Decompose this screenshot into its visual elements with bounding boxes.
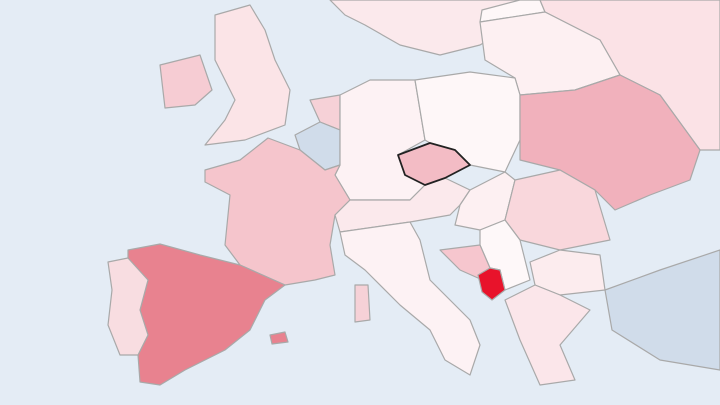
region-poland[interactable]: [414, 71, 521, 173]
region-ireland[interactable]: [159, 54, 213, 109]
region-sardinia[interactable]: [354, 284, 371, 323]
region-greece[interactable]: [504, 284, 591, 386]
region-montenegro[interactable]: [477, 267, 506, 301]
region-italy[interactable]: [339, 221, 481, 376]
region-uk[interactable]: [204, 4, 291, 146]
region-turkey[interactable]: [604, 249, 720, 371]
region-ukraine[interactable]: [519, 74, 701, 211]
region-germany[interactable]: [334, 79, 426, 201]
region-czechia[interactable]: [397, 142, 471, 186]
region-france[interactable]: [204, 137, 351, 286]
region-portugal[interactable]: [107, 257, 149, 356]
region-balearics[interactable]: [269, 331, 289, 345]
